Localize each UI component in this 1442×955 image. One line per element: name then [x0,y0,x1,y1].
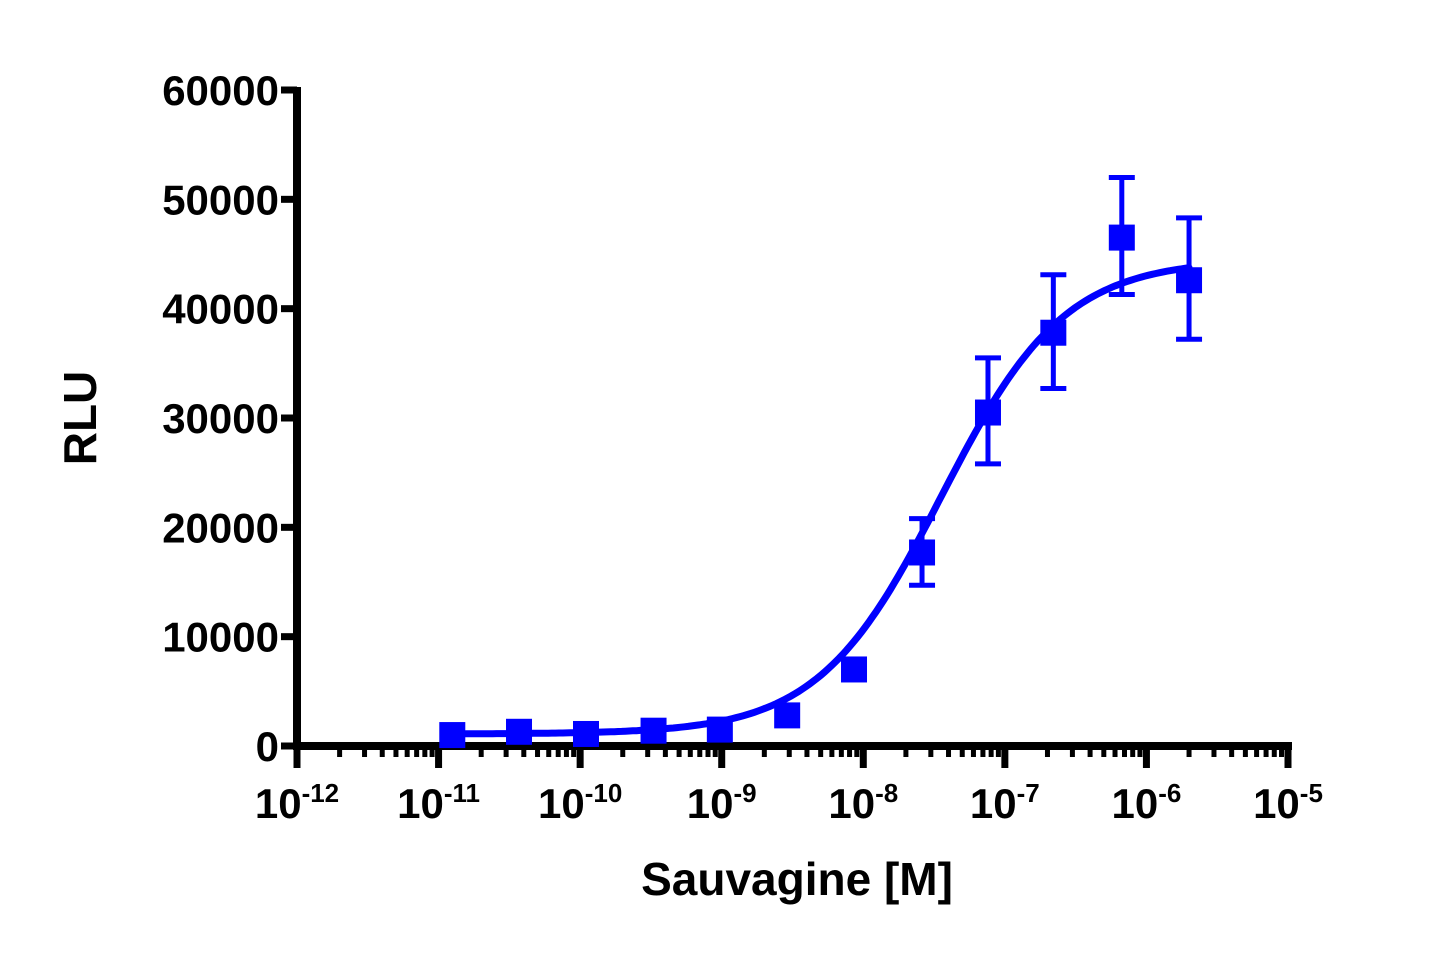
y-tick-label: 20000 [162,504,279,551]
axes [293,87,1292,750]
x-tick-label: 10-6 [1112,778,1182,827]
y-tick-label: 10000 [162,614,279,661]
x-tick-label: 10-7 [970,778,1040,827]
data-point-marker [1040,319,1067,346]
data-point-marker [506,718,533,745]
data-point-marker [841,656,868,683]
data-point-marker [640,717,667,744]
x-tick-label: 10-11 [397,778,480,827]
y-tick-label: 30000 [162,395,279,442]
data-point-marker [774,702,801,729]
x-tick-label: 10-10 [538,778,622,827]
x-tick-label: 10-8 [828,778,898,827]
fit-curve [448,264,1193,738]
x-tick-label: 10-9 [687,778,757,827]
x-tick-label: 10-12 [255,778,339,827]
y-axis-title: RLU [54,371,106,466]
y-tick-label: 50000 [162,176,279,223]
x-axis-title: Sauvagine [M] [641,853,953,905]
y-tick-label: 0 [256,723,279,770]
data-points [439,174,1203,749]
x-axis-ticks: 10-12 10-11 10-10 10-9 10-8 10-7 10-6 10-5 [255,746,1323,827]
x-tick-label: 10-5 [1253,778,1323,827]
data-point-marker [439,722,466,749]
data-point-marker [1108,224,1135,251]
y-tick-label: 40000 [162,286,279,333]
data-point-marker [974,399,1001,426]
y-axis-ticks: 0 10000 20000 30000 40000 50000 60000 [162,67,297,770]
data-point-marker [706,716,733,743]
fit-curve-path [448,264,1193,738]
data-point-marker [573,720,600,747]
y-tick-label: 60000 [162,67,279,114]
data-point-marker [909,539,936,566]
data-point-marker [1176,267,1203,294]
